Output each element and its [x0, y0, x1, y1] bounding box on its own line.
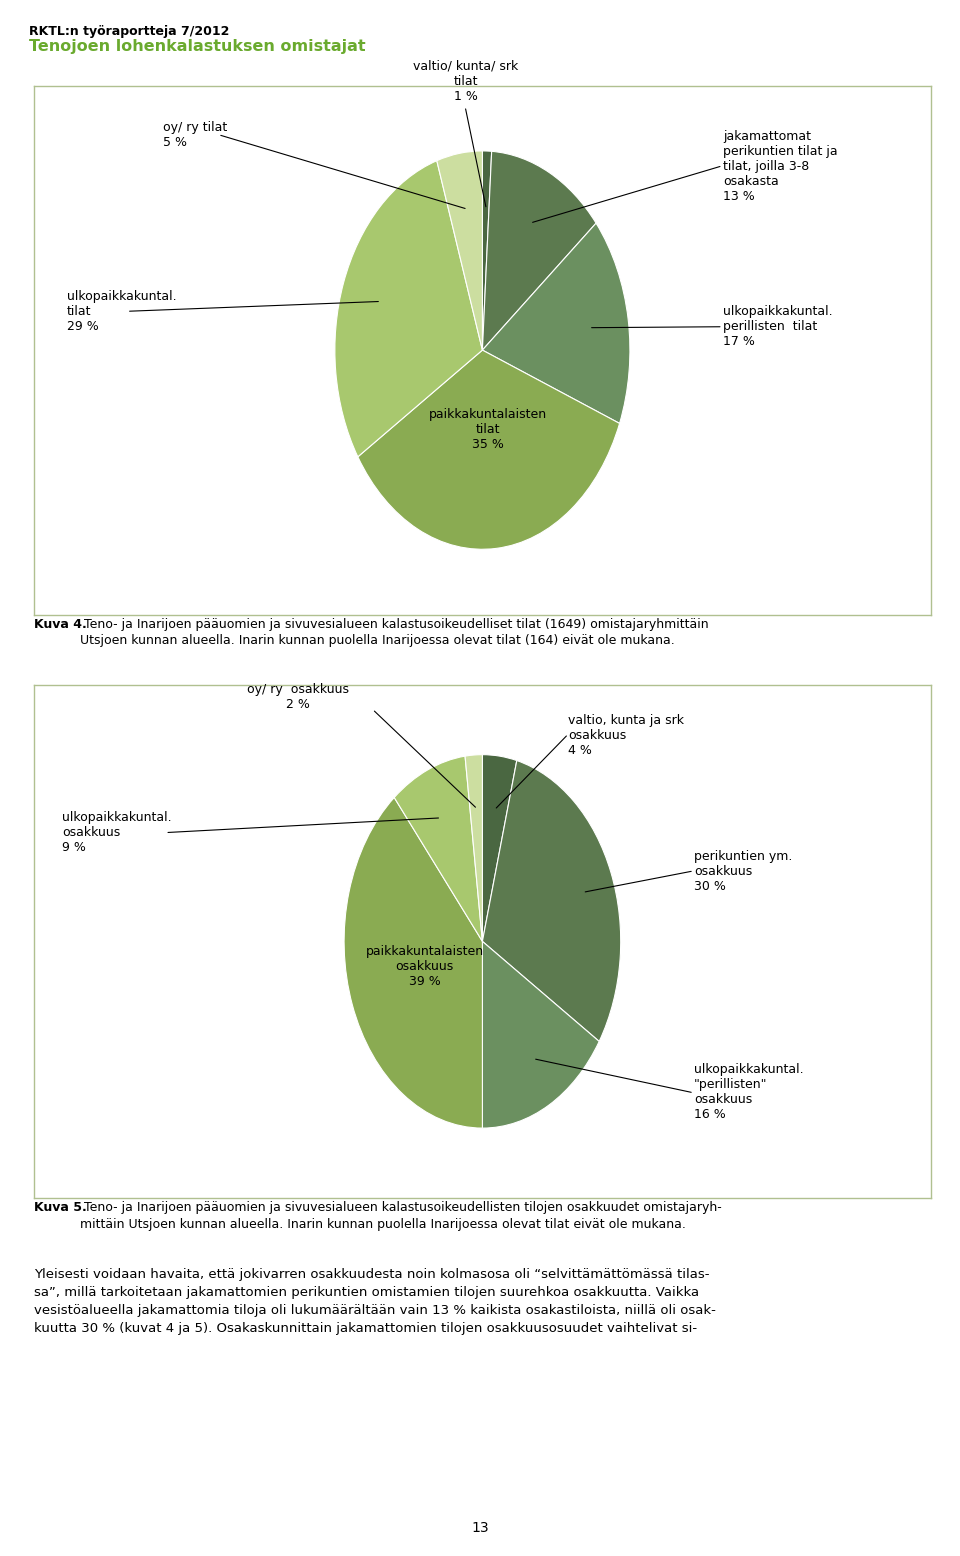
- Text: oy/ ry  osakkuus
2 %: oy/ ry osakkuus 2 %: [247, 683, 348, 711]
- Text: ulkopaikkakuntal.
tilat
29 %: ulkopaikkakuntal. tilat 29 %: [67, 289, 177, 333]
- Text: valtio, kunta ja srk
osakkuus
4 %: valtio, kunta ja srk osakkuus 4 %: [568, 714, 684, 758]
- Text: paikkakuntalaisten
osakkuus
39 %: paikkakuntalaisten osakkuus 39 %: [366, 944, 484, 988]
- Text: Kuva 4.: Kuva 4.: [34, 618, 86, 630]
- Text: RKTL:n työraportteja 7/2012: RKTL:n työraportteja 7/2012: [29, 25, 229, 37]
- Text: ulkopaikkakuntal.
perillisten  tilat
17 %: ulkopaikkakuntal. perillisten tilat 17 %: [723, 305, 832, 349]
- Wedge shape: [395, 756, 483, 941]
- Text: Tenojoen lohenkalastuksen omistajat: Tenojoen lohenkalastuksen omistajat: [29, 39, 366, 54]
- Text: Yleisesti voidaan havaita, että jokivarren osakkuudesta noin kolmasosa oli “selv: Yleisesti voidaan havaita, että jokivarr…: [34, 1268, 715, 1335]
- Wedge shape: [335, 160, 483, 457]
- Wedge shape: [482, 151, 492, 350]
- Wedge shape: [483, 761, 621, 1041]
- Wedge shape: [483, 151, 596, 350]
- Text: Kuva 5.: Kuva 5.: [34, 1201, 86, 1214]
- Wedge shape: [344, 798, 483, 1128]
- Wedge shape: [482, 941, 599, 1128]
- Text: perikuntien ym.
osakkuus
30 %: perikuntien ym. osakkuus 30 %: [694, 850, 792, 893]
- Wedge shape: [483, 223, 630, 423]
- Wedge shape: [358, 350, 619, 549]
- Text: Teno- ja Inarijoen pääuomien ja sivuvesialueen kalastusoikeudellisten tilojen os: Teno- ja Inarijoen pääuomien ja sivuvesi…: [81, 1201, 722, 1231]
- Wedge shape: [465, 755, 483, 941]
- Text: ulkopaikkakuntal.
osakkuus
9 %: ulkopaikkakuntal. osakkuus 9 %: [62, 811, 172, 854]
- Text: paikkakuntalaisten
tilat
35 %: paikkakuntalaisten tilat 35 %: [429, 408, 547, 451]
- Text: oy/ ry tilat
5 %: oy/ ry tilat 5 %: [163, 121, 228, 149]
- Text: valtio/ kunta/ srk
tilat
1 %: valtio/ kunta/ srk tilat 1 %: [413, 59, 518, 103]
- Text: 13: 13: [471, 1522, 489, 1534]
- Text: jakamattomat
perikuntien tilat ja
tilat, joilla 3-8
osakasta
13 %: jakamattomat perikuntien tilat ja tilat,…: [723, 131, 837, 202]
- Text: Teno- ja Inarijoen pääuomien ja sivuvesialueen kalastusoikeudelliset tilat (1649: Teno- ja Inarijoen pääuomien ja sivuvesi…: [81, 618, 708, 647]
- Text: ulkopaikkakuntal.
"perillisten"
osakkuus
16 %: ulkopaikkakuntal. "perillisten" osakkuus…: [694, 1063, 804, 1122]
- Wedge shape: [482, 755, 516, 941]
- Wedge shape: [437, 151, 483, 350]
